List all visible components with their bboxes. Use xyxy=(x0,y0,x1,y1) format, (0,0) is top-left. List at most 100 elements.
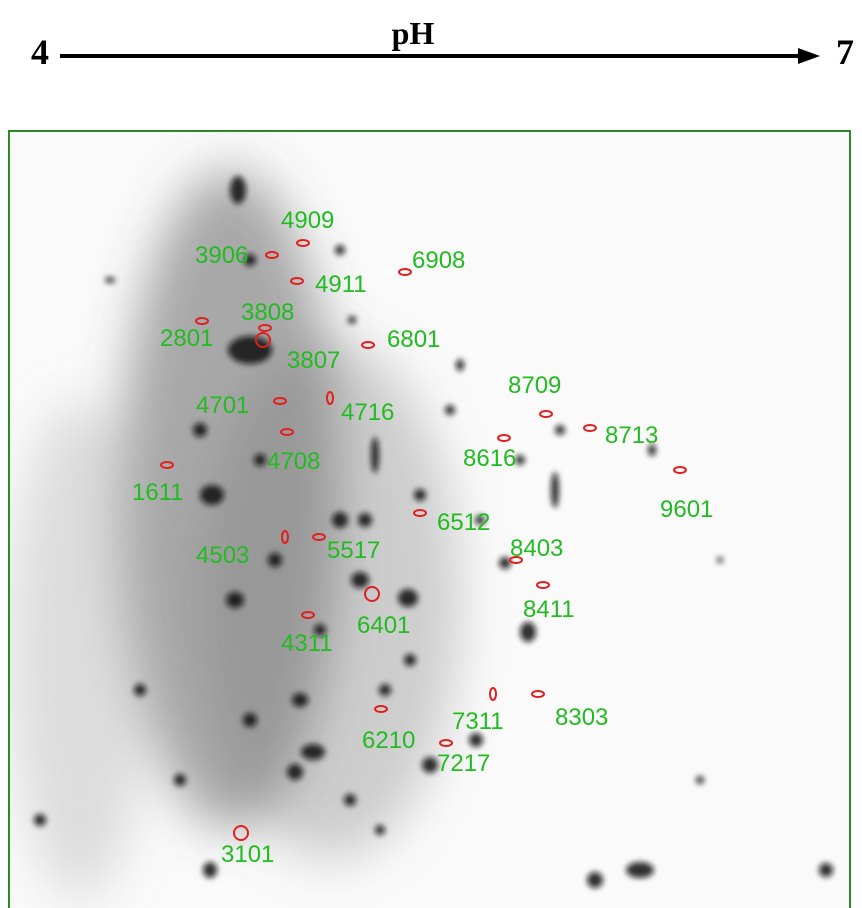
spot-label: 4311 xyxy=(281,630,333,657)
spot-blob xyxy=(174,774,186,786)
spot-label: 6908 xyxy=(412,247,465,274)
spot-label: 1611 xyxy=(132,479,184,506)
spot-label: 2801 xyxy=(160,325,213,352)
spot-marker xyxy=(583,424,597,432)
spot-blob xyxy=(105,277,115,283)
spot-marker xyxy=(280,428,294,436)
spot-label: 6801 xyxy=(387,326,440,353)
spot-blob xyxy=(499,557,511,569)
spot-blob xyxy=(200,485,224,505)
spot-blob xyxy=(520,622,536,642)
spot-blob xyxy=(379,684,391,696)
spot-blob xyxy=(587,872,603,888)
spot-blob xyxy=(469,733,483,747)
spot-marker xyxy=(509,556,523,564)
spot-marker xyxy=(439,739,453,747)
spot-marker xyxy=(290,277,304,285)
spot-blob xyxy=(445,405,455,415)
spot-marker xyxy=(301,611,315,619)
spot-blob xyxy=(696,776,704,784)
spot-label: 7311 xyxy=(452,708,504,735)
spot-label: 7217 xyxy=(437,750,490,777)
spot-label: 8713 xyxy=(605,422,658,449)
spot-blob xyxy=(230,176,246,204)
spot-blob xyxy=(551,472,559,508)
spot-blob xyxy=(134,684,146,696)
spot-marker xyxy=(296,239,310,247)
spot-marker xyxy=(312,533,326,541)
spot-blob xyxy=(193,423,207,437)
spot-label: 4503 xyxy=(196,542,249,569)
spot-label: 4701 xyxy=(196,392,249,419)
spot-label: 4909 xyxy=(281,207,334,234)
spot-marker xyxy=(364,586,380,602)
ph-start: 4 xyxy=(31,32,49,72)
spot-blob xyxy=(287,764,303,780)
spot-blob xyxy=(398,589,418,607)
spot-blob xyxy=(648,444,656,456)
spot-label: 8709 xyxy=(508,372,561,399)
spot-label: 6210 xyxy=(362,727,415,754)
spot-marker xyxy=(531,690,545,698)
ph-end: 7 xyxy=(836,32,854,72)
spot-marker xyxy=(195,317,209,325)
spot-blob xyxy=(344,794,356,806)
spot-marker xyxy=(265,251,279,259)
spot-blob xyxy=(244,254,256,266)
spot-marker xyxy=(281,530,289,544)
spot-marker xyxy=(258,324,272,332)
spot-label: 4716 xyxy=(341,399,394,426)
spot-marker xyxy=(536,581,550,589)
spot-blob xyxy=(348,316,356,324)
spot-label: 5517 xyxy=(327,537,380,564)
spot-blob xyxy=(34,814,46,826)
spot-marker xyxy=(497,434,511,442)
spot-blob xyxy=(626,862,654,878)
spot-marker xyxy=(398,268,412,276)
spot-label: 3807 xyxy=(287,347,340,374)
spot-blob xyxy=(475,515,485,525)
spot-marker xyxy=(361,341,375,349)
spot-marker xyxy=(673,466,687,474)
spot-label: 3808 xyxy=(241,299,294,326)
spot-blob xyxy=(422,757,438,773)
spot-label: 3101 xyxy=(221,841,274,868)
spot-marker xyxy=(489,687,497,701)
spot-marker xyxy=(255,332,271,348)
spot-blob xyxy=(301,744,325,760)
spot-label: 8411 xyxy=(523,596,575,623)
spot-blob xyxy=(228,336,272,364)
spot-label: 6401 xyxy=(357,612,410,639)
spot-marker xyxy=(539,410,553,418)
spot-blob xyxy=(268,553,282,567)
spot-blob xyxy=(404,654,416,666)
spot-blob xyxy=(375,825,385,835)
spot-blob xyxy=(358,513,372,527)
spot-marker xyxy=(413,509,427,517)
smear xyxy=(10,170,460,900)
spot-label: 4708 xyxy=(267,448,320,475)
protein-spots xyxy=(34,176,833,888)
gel xyxy=(9,131,850,908)
labels: 4909 3906 6908 4911 3808 2801 6801 3807 8709 4701… xyxy=(132,207,713,868)
spot-marker xyxy=(326,391,334,405)
spot-blob xyxy=(515,455,525,465)
spot-blob xyxy=(243,713,257,727)
ph-title: pH xyxy=(392,15,435,51)
spot-marker xyxy=(273,397,287,405)
spot-label: 6512 xyxy=(437,509,490,536)
spot-blob xyxy=(335,245,345,255)
spot-blob xyxy=(254,454,266,466)
spot-marker xyxy=(160,461,174,469)
spot-marker xyxy=(374,705,388,713)
spot-label: 4911 xyxy=(315,271,367,298)
spot-label: 3906 xyxy=(195,242,248,269)
spot-blob xyxy=(717,557,723,563)
spot-blob xyxy=(314,624,326,636)
spot-blob xyxy=(371,437,379,473)
spot-blob xyxy=(819,863,833,877)
spot-blob xyxy=(351,572,369,588)
spot-label: 8303 xyxy=(555,704,608,731)
arrow-head xyxy=(798,48,820,64)
